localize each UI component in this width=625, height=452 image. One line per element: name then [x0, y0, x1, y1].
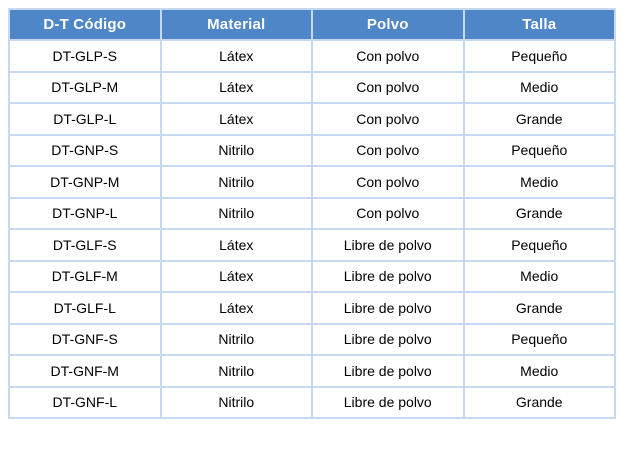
table-row: DT-GLF-S Látex Libre de polvo Pequeño	[8, 228, 616, 262]
table-row: DT-GNP-S Nitrilo Con polvo Pequeño	[8, 133, 616, 167]
table-cell: Grande	[462, 196, 616, 230]
table-cell: Libre de polvo	[311, 259, 465, 293]
table-cell: DT-GNF-L	[8, 385, 162, 419]
table-cell: DT-GLF-L	[8, 291, 162, 325]
table-cell: Con polvo	[311, 39, 465, 73]
table-cell: DT-GLP-M	[8, 70, 162, 104]
table-row: DT-GLP-L Látex Con polvo Grande	[8, 102, 616, 136]
column-header: Talla	[462, 8, 616, 41]
column-header: D-T Código	[8, 8, 162, 41]
table-cell: Látex	[159, 291, 313, 325]
table-cell: Pequeño	[462, 322, 616, 356]
table-cell: Nitrilo	[159, 322, 313, 356]
table-cell: Látex	[159, 102, 313, 136]
header-row: D-T Código Material Polvo Talla	[8, 8, 616, 41]
table-cell: Con polvo	[311, 196, 465, 230]
table-row: DT-GLF-L Látex Libre de polvo Grande	[8, 291, 616, 325]
table-cell: Látex	[159, 70, 313, 104]
table-cell: Libre de polvo	[311, 291, 465, 325]
table-row: DT-GLP-M Látex Con polvo Medio	[8, 70, 616, 104]
table-cell: Grande	[462, 102, 616, 136]
table-cell: Con polvo	[311, 70, 465, 104]
table-cell: DT-GLF-M	[8, 259, 162, 293]
table-cell: Medio	[462, 354, 616, 388]
table-cell: DT-GNP-S	[8, 133, 162, 167]
column-header: Material	[159, 8, 313, 41]
table-row: DT-GLP-S Látex Con polvo Pequeño	[8, 39, 616, 73]
table-cell: Medio	[462, 259, 616, 293]
table-cell: Grande	[462, 291, 616, 325]
table-cell: Medio	[462, 70, 616, 104]
table-cell: DT-GNF-M	[8, 354, 162, 388]
table-cell: DT-GLP-S	[8, 39, 162, 73]
table-cell: Libre de polvo	[311, 354, 465, 388]
table-row: DT-GNP-M Nitrilo Con polvo Medio	[8, 165, 616, 199]
table-row: DT-GLF-M Látex Libre de polvo Medio	[8, 259, 616, 293]
table-row: DT-GNF-M Nitrilo Libre de polvo Medio	[8, 354, 616, 388]
table-cell: Libre de polvo	[311, 228, 465, 262]
table-row: DT-GNF-S Nitrilo Libre de polvo Pequeño	[8, 322, 616, 356]
column-header: Polvo	[311, 8, 465, 41]
table-cell: DT-GLP-L	[8, 102, 162, 136]
table-cell: Látex	[159, 39, 313, 73]
table-cell: Pequeño	[462, 228, 616, 262]
table-cell: Nitrilo	[159, 385, 313, 419]
table-cell: Con polvo	[311, 102, 465, 136]
table-cell: Látex	[159, 228, 313, 262]
table-header: D-T Código Material Polvo Talla	[8, 8, 616, 41]
table-cell: DT-GNP-M	[8, 165, 162, 199]
table-cell: DT-GNP-L	[8, 196, 162, 230]
glove-product-table: D-T Código Material Polvo Talla DT-GLP-S Lát…	[8, 8, 616, 419]
table-cell: Con polvo	[311, 133, 465, 167]
table-cell: Látex	[159, 259, 313, 293]
table-cell: DT-GLF-S	[8, 228, 162, 262]
table-cell: Libre de polvo	[311, 385, 465, 419]
table-cell: Grande	[462, 385, 616, 419]
table-body: DT-GLP-S Látex Con polvo Pequeño DT-GLP-M Lát…	[8, 39, 616, 419]
table-cell: Nitrilo	[159, 165, 313, 199]
table-row: DT-GNP-L Nitrilo Con polvo Grande	[8, 196, 616, 230]
table-cell: DT-GNF-S	[8, 322, 162, 356]
table-cell: Libre de polvo	[311, 322, 465, 356]
table-cell: Con polvo	[311, 165, 465, 199]
table-cell: Nitrilo	[159, 133, 313, 167]
table-cell: Nitrilo	[159, 196, 313, 230]
table-cell: Pequeño	[462, 39, 616, 73]
table-row: DT-GNF-L Nitrilo Libre de polvo Grande	[8, 385, 616, 419]
table-cell: Medio	[462, 165, 616, 199]
table-cell: Pequeño	[462, 133, 616, 167]
table-cell: Nitrilo	[159, 354, 313, 388]
